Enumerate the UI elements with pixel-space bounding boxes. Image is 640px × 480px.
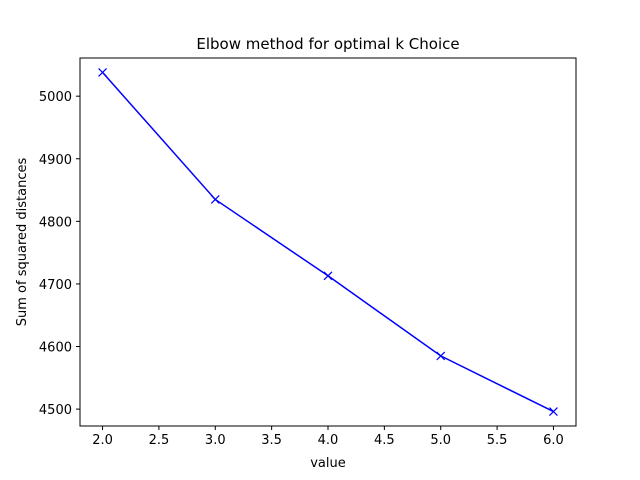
y-tick-label: 4900 [39,153,72,168]
data-point-marker [210,195,220,204]
x-tick-label: 2.0 [92,433,113,448]
x-axis: 2.0 2.5 3.0 3.5 4.0 4.5 5.0 5.5 6.0 [92,426,564,448]
series-layer [98,67,558,417]
x-tick-label: 3.0 [205,433,226,448]
data-point-marker [98,67,107,77]
y-tick-label: 4600 [39,341,72,356]
y-tick-label: 4800 [39,215,72,230]
y-axis: 4500 4600 4700 4800 4900 5000 [39,90,80,418]
y-tick-label: 4700 [39,278,72,293]
y-tick-label: 5000 [39,90,72,105]
data-point-marker [549,407,558,417]
x-axis-label: value [310,456,346,471]
data-point-marker [323,271,333,281]
y-axis-label: Sum of squared distances [15,158,30,327]
chart-title: Elbow method for optimal k Choice [196,35,459,53]
x-tick-label: 3.5 [261,433,282,448]
x-tick-label: 5.0 [430,433,451,448]
x-tick-label: 4.5 [374,433,395,448]
x-tick-label: 6.0 [543,433,564,448]
y-tick-label: 4500 [39,403,72,418]
x-tick-label: 2.5 [149,433,170,448]
data-point-marker [436,351,446,361]
plot-area: 2.0 2.5 3.0 3.5 4.0 4.5 5.0 5.5 6.0 4500 4600 4700… [39,57,577,448]
x-tick-label: 5.5 [487,433,508,448]
x-tick-label: 4.0 [318,433,339,448]
